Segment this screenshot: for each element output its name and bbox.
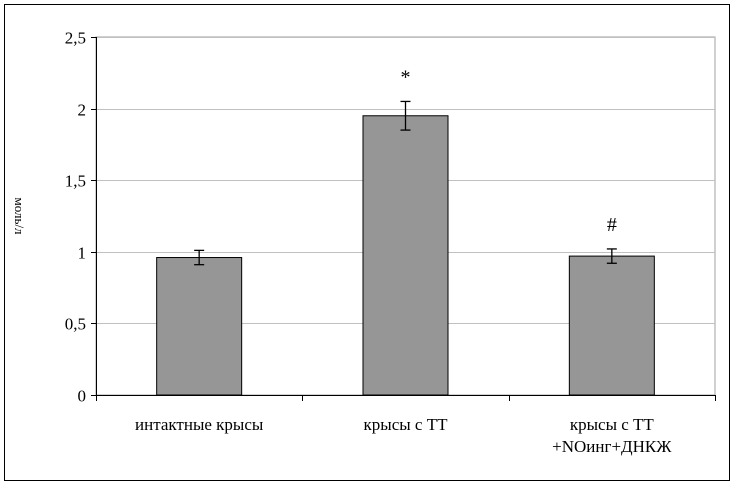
bars [156,100,655,396]
bar-0 [156,257,243,396]
y-axis-label: моль/л [12,197,27,235]
category-label-0-0: интактные крысы [135,415,264,434]
y-tick-label-5: 2,5 [65,29,86,48]
y-tick-label-1: 0,5 [65,315,86,334]
category-label-2-1: +NOинг+ДНКЖ [552,437,672,456]
bar-1 [362,115,449,396]
chart-frame [4,4,730,481]
y-tick-label-3: 1,5 [65,172,86,191]
annotation-2: # [607,214,617,236]
y-tick-label-0: 0 [78,387,87,406]
y-tick-label-2: 1 [78,244,87,263]
bar-2 [568,255,655,396]
annotation-1: * [401,66,411,88]
y-tick-label-4: 2 [78,101,87,120]
category-label-2-0: крысы с ТТ [570,415,655,434]
category-label-1-0: крысы с ТТ [364,415,449,434]
labels: 0 0,5 1 1,5 2 2,5 интактные крысы * крысы с ТТ # к… [12,29,672,457]
